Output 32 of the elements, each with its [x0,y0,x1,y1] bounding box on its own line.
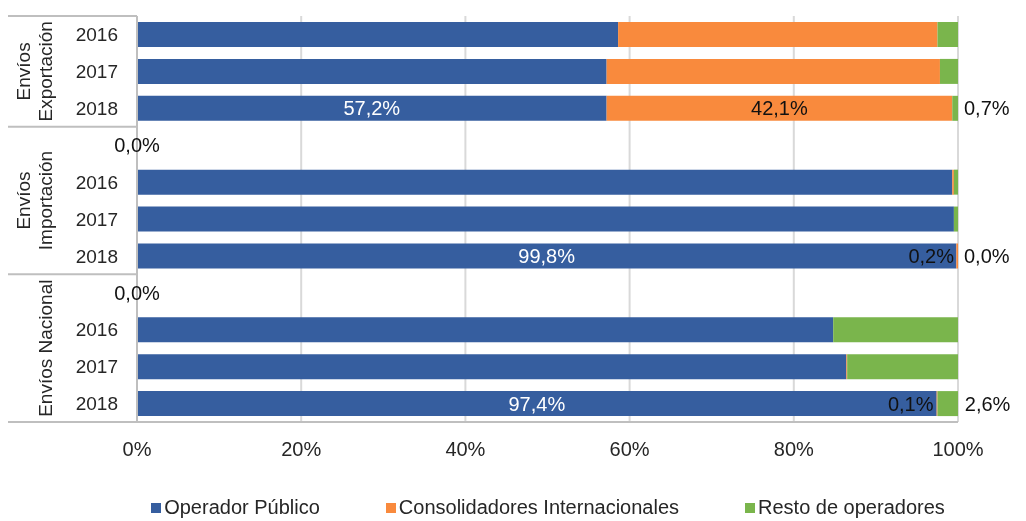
data-label: 2,6% [964,392,1011,415]
y-tick-label: 2018 [75,393,118,415]
data-label: 0,0% [964,245,1010,268]
legend-label: Operador Público [164,496,320,519]
data-label: 0,7% [964,97,1010,120]
legend-label: Consolidadores Internacionales [398,496,680,519]
x-tick-label: 80% [773,438,815,461]
data-label: 0,0% [114,282,161,305]
data-label: 0,0% [114,134,161,157]
x-tick-label: 40% [445,438,486,461]
y-tick-label: 2017 [75,208,118,230]
data-label: 57,2% [343,97,401,120]
text: Envíos Importación [12,150,56,251]
x-tick-label: 0% [122,438,152,461]
y-tick-label: 2018 [75,245,118,267]
text: Envíos Exportación [12,21,56,122]
y-tick-label: 2017 [75,61,118,83]
data-label: 0,1% [887,392,934,415]
data-label: 99,8% [518,245,576,268]
x-tick-label: 60% [609,438,650,461]
legend-label: Resto de operadores [758,496,945,519]
x-tick-label: 20% [281,438,322,461]
data-label: 97,4% [508,392,566,415]
y-tick-label: 2017 [75,356,118,378]
x-tick-label: 100% [932,438,984,461]
y-tick-label: 2016 [75,171,118,193]
y-tick-label: 2016 [75,24,118,46]
y-tick-label: 2016 [75,319,118,341]
data-label: 0,2% [908,245,955,268]
text: Envíos Nacional [34,279,56,417]
y-tick-label: 2018 [75,98,118,120]
data-label: 42,1% [751,97,808,120]
